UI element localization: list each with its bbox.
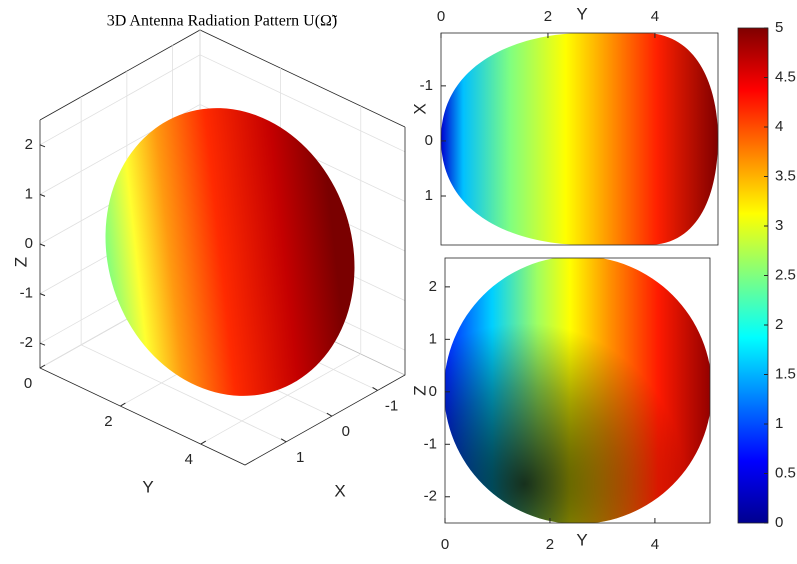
y-tick-label: 1 — [429, 330, 437, 347]
x-tick-label: 4 — [651, 536, 659, 553]
colorbar-tick-label: 2.5 — [775, 266, 796, 283]
axis-edges — [39, 120, 406, 466]
colorbar-tick-label: 4 — [775, 118, 783, 135]
y-tick-label: -1 — [424, 435, 437, 452]
axes-box — [440, 32, 719, 246]
z-tick-label: 1 — [25, 185, 33, 202]
colorbar-tick-label: 0 — [775, 514, 783, 531]
tick-mark — [39, 193, 46, 197]
colorbar-tick-label: 1 — [775, 415, 783, 432]
y-tick-label: 4 — [185, 451, 193, 468]
colorbar-tick-label: 0.5 — [775, 464, 796, 481]
x-tick-label: 2 — [544, 8, 552, 25]
tick-mark — [120, 402, 126, 407]
tick-mark — [39, 293, 46, 297]
tick-mark — [280, 438, 287, 443]
x-axis-label: Y — [576, 4, 587, 23]
surface-group — [445, 258, 710, 523]
tick-mark — [372, 386, 378, 391]
surface-shade — [445, 258, 710, 523]
x-tick-label: 4 — [651, 8, 659, 25]
chart-title: 3D Antenna Radiation Pattern U(Ω̃) — [107, 13, 338, 30]
z-tick-label: 2 — [25, 136, 33, 153]
x-tick-label: 1 — [296, 449, 304, 466]
y-tick-label: 0 — [24, 375, 32, 392]
y-axis-label: Y — [142, 477, 153, 496]
tick-mark — [39, 243, 46, 247]
colorbar-tick-label: 1.5 — [775, 365, 796, 382]
colorbar-tick-label: 5 — [775, 19, 783, 36]
axes-box — [444, 257, 711, 524]
tick-mark — [39, 342, 46, 346]
z-tick-label: 0 — [25, 235, 33, 252]
x-tick-label: 2 — [546, 536, 554, 553]
y-axis-label: Z — [410, 385, 429, 395]
z-tick-label: -1 — [20, 285, 33, 302]
y-tick-label: -1 — [420, 77, 433, 94]
x-axis-label: X — [334, 481, 345, 500]
axes-top: 0 2 4 -1 0 1 Y X — [410, 4, 719, 246]
y-tick-label: 2 — [429, 278, 437, 295]
z-tick-label: -2 — [20, 334, 33, 351]
grid-line — [80, 96, 287, 443]
y-tick-label: 0 — [425, 132, 433, 149]
colorbar-tick-label: 3.5 — [775, 167, 796, 184]
y-tick-label: 0 — [429, 383, 437, 400]
tick-mark — [200, 440, 207, 445]
colorbar-tick-label: 2 — [775, 316, 783, 333]
x-tick-label: 0 — [342, 423, 350, 440]
y-tick-label: 1 — [425, 187, 433, 204]
tick-mark — [326, 412, 333, 417]
x-axis-label: Y — [576, 530, 587, 549]
axes-side: 0 2 4 -2 -1 0 1 2 Y Z — [410, 257, 711, 553]
z-axis-label: Z — [11, 257, 30, 267]
colorbar: 0 0.5 1 1.5 2 2.5 3 3.5 4 4.5 5 — [737, 19, 796, 531]
surface — [441, 33, 718, 245]
y-tick-label: 2 — [104, 413, 112, 430]
colorbar-tick-label: 4.5 — [775, 68, 796, 85]
grid-line — [200, 106, 362, 445]
x-tick-label: 0 — [441, 536, 449, 553]
colorbar-tick-label: 3 — [775, 217, 783, 234]
y-axis-label: X — [410, 103, 429, 114]
colorbar-scale — [737, 27, 769, 524]
tick-mark — [39, 144, 46, 148]
x-tick-label: -1 — [385, 397, 398, 414]
surface — [105, 108, 355, 396]
y-tick-label: -2 — [424, 488, 437, 505]
tick-mark — [39, 364, 46, 369]
axes-3d: -2 -1 0 1 2 0 2 4 -1 0 1 Z Y X — [11, 29, 406, 500]
x-tick-label: 0 — [437, 8, 445, 25]
